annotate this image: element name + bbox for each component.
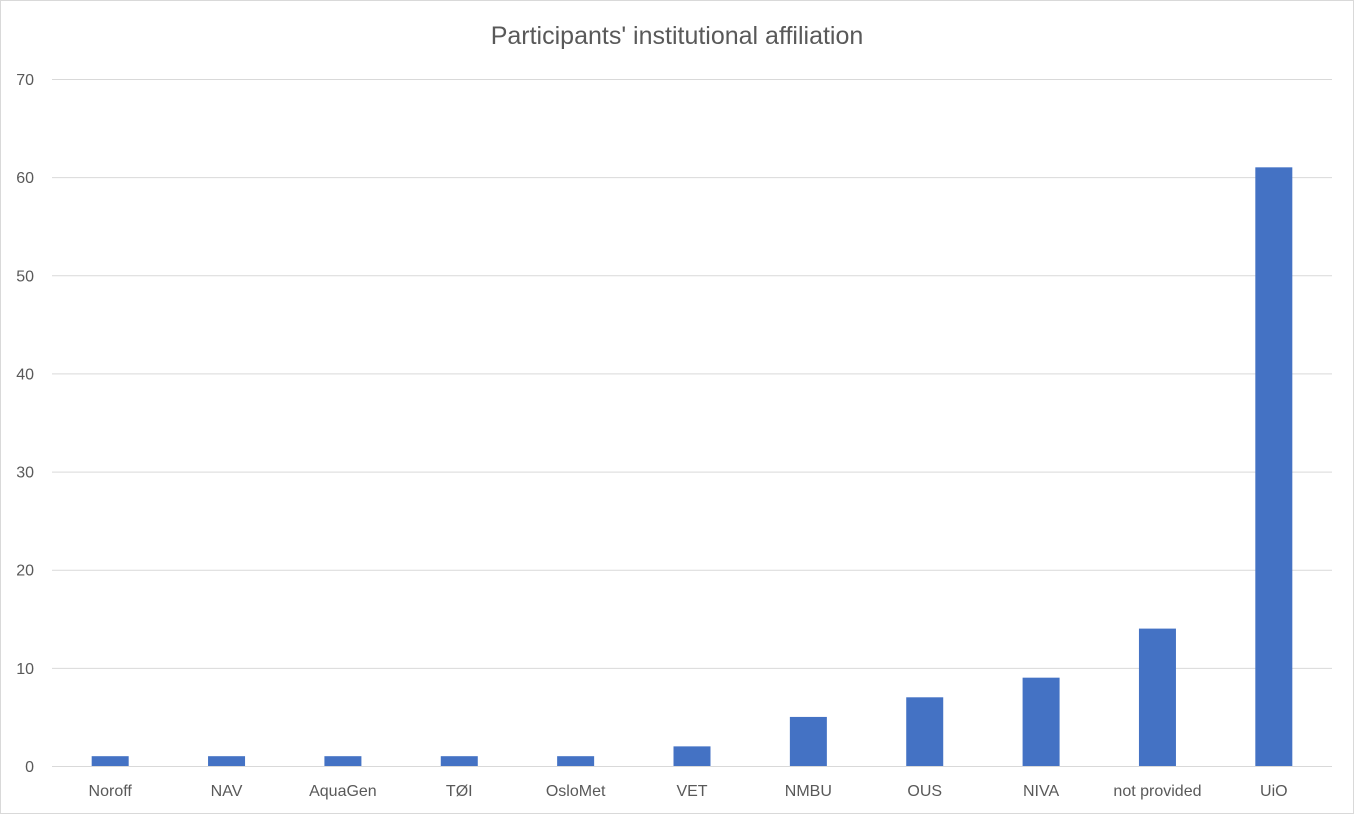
- x-tick-label: TØI: [446, 783, 473, 800]
- y-tick-label: 70: [16, 72, 34, 89]
- y-tick-label: 20: [16, 563, 34, 580]
- y-axis-ticks: 0 10 20 30 40 50 60 70: [16, 72, 34, 776]
- x-axis-ticks: Noroff NAV AquaGen TØI OsloMet VET NMBU OUS NIVA…: [89, 783, 1288, 800]
- x-tick-label: OUS: [907, 783, 942, 800]
- y-tick-label: 40: [16, 366, 34, 383]
- bar: [1138, 628, 1176, 766]
- x-tick-label: NAV: [211, 783, 243, 800]
- bars: [91, 167, 1293, 767]
- bar: [208, 756, 246, 766]
- x-tick-label: NMBU: [785, 783, 832, 800]
- x-tick-label: Noroff: [89, 783, 133, 800]
- bar: [673, 746, 711, 766]
- y-tick-label: 50: [16, 268, 34, 285]
- x-tick-label: NIVA: [1023, 783, 1059, 800]
- bar: [324, 756, 362, 766]
- bar: [906, 697, 944, 766]
- x-tick-label: VET: [676, 783, 707, 800]
- gridlines: [52, 79, 1332, 767]
- bar: [789, 716, 827, 766]
- bar: [440, 756, 478, 766]
- x-tick-label: not provided: [1113, 783, 1201, 800]
- x-tick-label: UiO: [1260, 783, 1288, 800]
- chart-title: Participants' institutional affiliation: [490, 22, 864, 50]
- bar: [91, 756, 129, 766]
- y-tick-label: 30: [16, 465, 34, 482]
- bar: [557, 756, 595, 766]
- x-tick-label: AquaGen: [309, 783, 377, 800]
- y-tick-label: 60: [16, 170, 34, 187]
- bar: [1255, 167, 1293, 767]
- y-tick-label: 10: [16, 661, 34, 678]
- bar: [1022, 677, 1060, 766]
- y-tick-label: 0: [25, 759, 34, 776]
- x-tick-label: OsloMet: [546, 783, 606, 800]
